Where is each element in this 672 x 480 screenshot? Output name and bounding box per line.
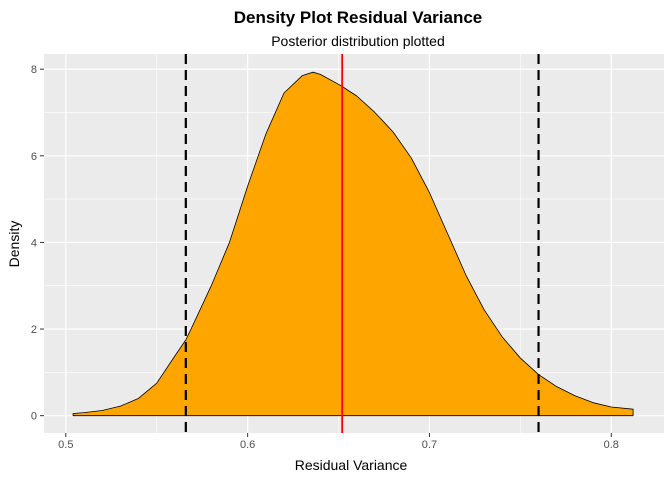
- chart-subtitle: Posterior distribution plotted: [271, 33, 445, 49]
- x-axis-title: Residual Variance: [295, 457, 408, 473]
- x-axis: 0.5 0.6 0.7 0.8: [58, 433, 619, 451]
- reference-lines: [184, 54, 540, 433]
- x-tick-label: 0.6: [240, 439, 255, 451]
- y-tick-label: 4: [31, 237, 37, 249]
- y-tick-label: 2: [31, 324, 37, 336]
- density-area: [72, 71, 634, 417]
- y-axis-title: Density: [6, 221, 22, 268]
- y-tick-label: 6: [31, 151, 37, 163]
- x-tick-label: 0.8: [604, 439, 619, 451]
- y-axis: 0 2 4 6 8: [31, 64, 44, 423]
- chart-title: Density Plot Residual Variance: [234, 8, 482, 27]
- x-tick-label: 0.5: [58, 439, 73, 451]
- y-tick-label: 8: [31, 64, 37, 76]
- x-tick-label: 0.7: [422, 439, 437, 451]
- y-tick-label: 0: [31, 411, 37, 423]
